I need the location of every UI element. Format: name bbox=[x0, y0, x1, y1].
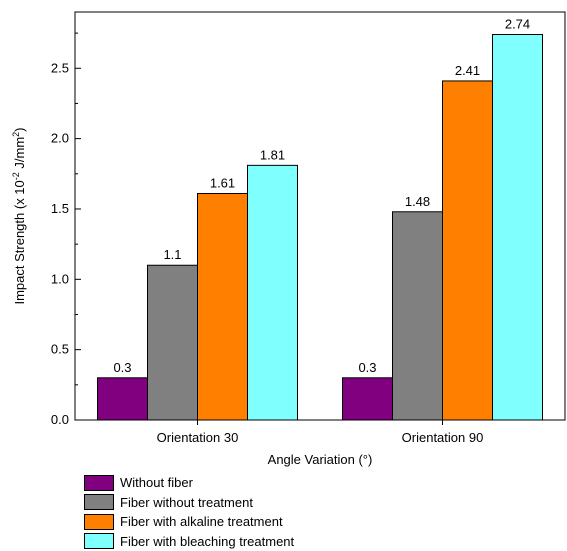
y-tick-label: 2.0 bbox=[51, 131, 69, 146]
y-tick-label: 2.5 bbox=[51, 60, 69, 75]
bar bbox=[392, 211, 443, 421]
y-axis-title-part: ) bbox=[12, 127, 27, 131]
legend-label: Fiber with bleaching treatment bbox=[120, 533, 295, 549]
legend: Without fiber Fiber without treatment Fibe… bbox=[84, 473, 294, 551]
y-tick-label: 0.5 bbox=[51, 342, 69, 357]
legend-item: Fiber with bleaching treatment bbox=[84, 532, 294, 551]
bar bbox=[342, 377, 393, 421]
legend-item: Without fiber bbox=[84, 473, 294, 493]
legend-swatch bbox=[84, 474, 114, 491]
legend-swatch bbox=[84, 533, 114, 550]
x-axis-ticks: Orientation 30 Orientation 90 bbox=[157, 420, 484, 445]
bar bbox=[492, 34, 543, 421]
legend-item: Fiber without treatment bbox=[84, 493, 294, 513]
bar-value-label: 1.61 bbox=[210, 175, 235, 190]
y-axis-title-part: J/mm bbox=[12, 137, 27, 172]
bar bbox=[197, 192, 248, 421]
legend-swatch bbox=[84, 494, 114, 511]
x-axis-title: Angle Variation (°) bbox=[268, 452, 373, 467]
y-tick-label: 1.0 bbox=[51, 271, 69, 286]
bar-value-label: 0.3 bbox=[113, 360, 131, 375]
bar bbox=[442, 80, 493, 421]
y-axis-title-exponent: -2 bbox=[11, 172, 21, 180]
y-axis-ticks: 0.0 0.5 1.0 1.5 2.0 2.5 bbox=[51, 32, 81, 427]
x-tick-label: Orientation 30 bbox=[157, 430, 239, 445]
x-tick-label: Orientation 90 bbox=[402, 430, 484, 445]
y-tick-label: 1.5 bbox=[51, 201, 69, 216]
bar bbox=[147, 264, 198, 421]
plot-frame bbox=[74, 11, 566, 421]
y-axis-title: Impact Strength (x 10-2 J/mm2) bbox=[11, 127, 27, 304]
bar-value-label: 1.81 bbox=[260, 147, 285, 162]
bar-value-label: 2.74 bbox=[505, 17, 530, 32]
y-tick-label: 0.0 bbox=[51, 412, 69, 427]
legend-item: Fiber with alkaline treatment bbox=[84, 512, 294, 532]
bar-value-label: 1.48 bbox=[405, 194, 430, 209]
y-axis-title-exponent: 2 bbox=[11, 132, 21, 137]
legend-label: Fiber without treatment bbox=[120, 494, 253, 510]
bar-value-label: 0.3 bbox=[358, 360, 376, 375]
y-axis-title-part: Impact Strength (x 10 bbox=[12, 180, 27, 304]
bar-value-label: 2.41 bbox=[455, 63, 480, 78]
value-labels: 0.3 1.1 1.61 1.81 0.3 1.48 2.41 2.74 bbox=[113, 17, 530, 375]
bar bbox=[247, 164, 298, 421]
bar bbox=[97, 377, 148, 421]
legend-swatch bbox=[84, 513, 114, 530]
bar-value-label: 1.1 bbox=[163, 247, 181, 262]
bars bbox=[97, 34, 543, 421]
bar-chart: 0.3 1.1 1.61 1.81 0.3 1.48 2.41 2.74 0.0 0.5 1.0 1… bbox=[11, 11, 566, 467]
plot-border bbox=[74, 11, 566, 421]
legend-label: Fiber with alkaline treatment bbox=[120, 514, 283, 530]
legend-label: Without fiber bbox=[120, 475, 193, 491]
